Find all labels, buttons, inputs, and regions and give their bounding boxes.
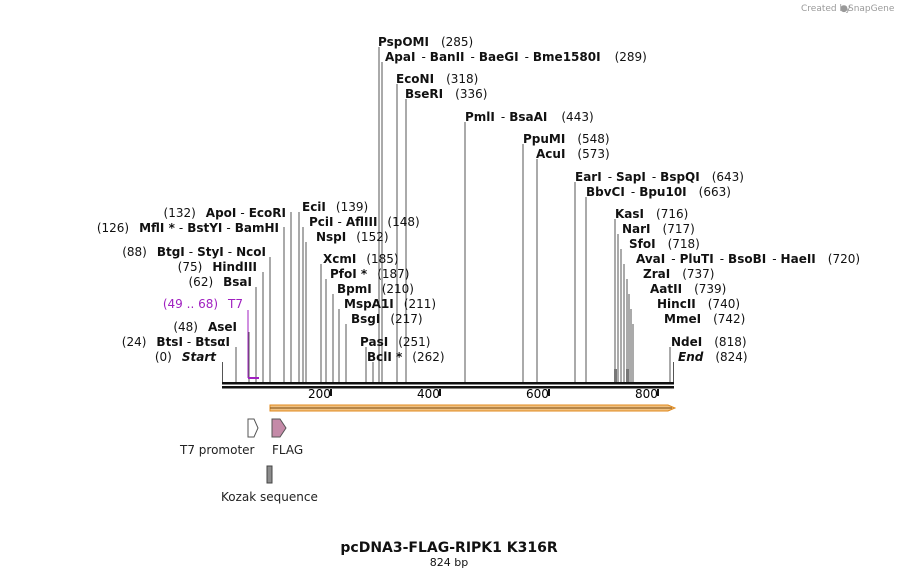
label-pasi[interactable]: PasI (251) xyxy=(360,335,430,349)
label-sfoi[interactable]: SfoI (718) xyxy=(629,237,700,251)
label-hindiii[interactable]: (75) HindIII xyxy=(178,260,257,274)
label-pspomi[interactable]: PspOMI (285) xyxy=(378,35,473,49)
label-avai[interactable]: AvaI - PluTI - BsoBI - HaeII (720) xyxy=(636,252,860,266)
label-apoi[interactable]: (132) ApoI - EcoRI xyxy=(164,206,286,220)
label-nari[interactable]: NarI (717) xyxy=(622,222,695,236)
map-title: pcDNA3-FLAG-RIPK1 K316R xyxy=(340,540,557,556)
label-econi[interactable]: EcoNI (318) xyxy=(396,72,478,86)
t7-promoter-feature[interactable] xyxy=(247,418,259,438)
flag-feature[interactable] xyxy=(271,418,287,438)
label-nspi[interactable]: NspI (152) xyxy=(316,230,389,244)
label-bcli[interactable]: BclI * (262) xyxy=(367,350,445,364)
label-bsai[interactable]: (62) BsaI xyxy=(189,275,253,289)
kozak-label: Kozak sequence xyxy=(221,490,318,504)
label-ndei[interactable]: NdeI (818) xyxy=(671,335,747,349)
sequence-backbone-top[interactable] xyxy=(222,382,674,385)
label-bbvci[interactable]: BbvCI - Bpu10I (663) xyxy=(586,185,731,199)
map-length: 824 bp xyxy=(430,556,468,569)
label-mspa1i[interactable]: MspA1I (211) xyxy=(344,297,436,311)
label-ppumi[interactable]: PpuMI (548) xyxy=(523,132,610,146)
label-apai[interactable]: ApaI - BanII - BaeGI - Bme1580I (289) xyxy=(385,50,647,64)
axis: 200 400 600 800 xyxy=(308,387,659,401)
label-btgi[interactable]: (88) BtgI - StyI - NcoI xyxy=(122,245,266,259)
label-mmei[interactable]: MmeI (742) xyxy=(664,312,745,326)
label-t7[interactable]: (49 .. 68) T7 xyxy=(163,297,243,311)
flag-label: FLAG xyxy=(272,443,303,457)
label-kasi[interactable]: KasI (716) xyxy=(615,207,688,221)
label-zrai[interactable]: ZraI (737) xyxy=(643,267,714,281)
label-xcmi[interactable]: XcmI (185) xyxy=(323,252,399,266)
label-btsi[interactable]: (24) BtsI - BtsαI xyxy=(122,335,230,349)
cluster-mark-716 xyxy=(614,369,617,382)
label-aatii[interactable]: AatII (739) xyxy=(650,282,726,296)
label-pfoi[interactable]: PfoI * (187) xyxy=(330,267,409,281)
snapgene-logo: ● xyxy=(840,4,848,14)
label-bpmi[interactable]: BpmI (210) xyxy=(337,282,414,296)
tick-label-200: 200 xyxy=(308,387,331,401)
label-pmli[interactable]: PmlI - BsaAI (443) xyxy=(465,110,594,124)
tick-label-600: 600 xyxy=(526,387,549,401)
t7-promoter-label: T7 promoter xyxy=(179,443,255,457)
label-bseri[interactable]: BseRI (336) xyxy=(405,87,487,101)
sequence-backbone-bottom[interactable] xyxy=(222,386,674,389)
enzyme-labels: (0) Start (24) BtsI - BtsαI (48) AseI (49 .. … xyxy=(97,35,860,364)
cut-site-lines xyxy=(222,47,674,382)
cluster-mark-737 xyxy=(626,369,629,382)
tick-label-400: 400 xyxy=(417,387,440,401)
label-eari[interactable]: EarI - SapI - BspQI (643) xyxy=(575,170,744,184)
label-mfli[interactable]: (126) MflI * - BstYI - BamHI xyxy=(97,221,279,235)
label-pcii[interactable]: PciI - AflIII (148) xyxy=(309,215,420,229)
label-bsgi[interactable]: BsgI (217) xyxy=(351,312,423,326)
label-hincii[interactable]: HincII (740) xyxy=(657,297,740,311)
credit-brand: SnapGene xyxy=(848,4,895,14)
kozak-feature[interactable] xyxy=(266,465,273,484)
credit-text: Created by xyxy=(801,4,851,14)
label-ecii[interactable]: EciI (139) xyxy=(302,200,368,214)
label-start[interactable]: (0) Start xyxy=(155,350,217,364)
tick-label-800: 800 xyxy=(635,387,658,401)
label-end[interactable]: End (824) xyxy=(678,350,748,364)
label-acui[interactable]: AcuI (573) xyxy=(536,147,610,161)
label-asei[interactable]: (48) AseI xyxy=(173,320,237,334)
